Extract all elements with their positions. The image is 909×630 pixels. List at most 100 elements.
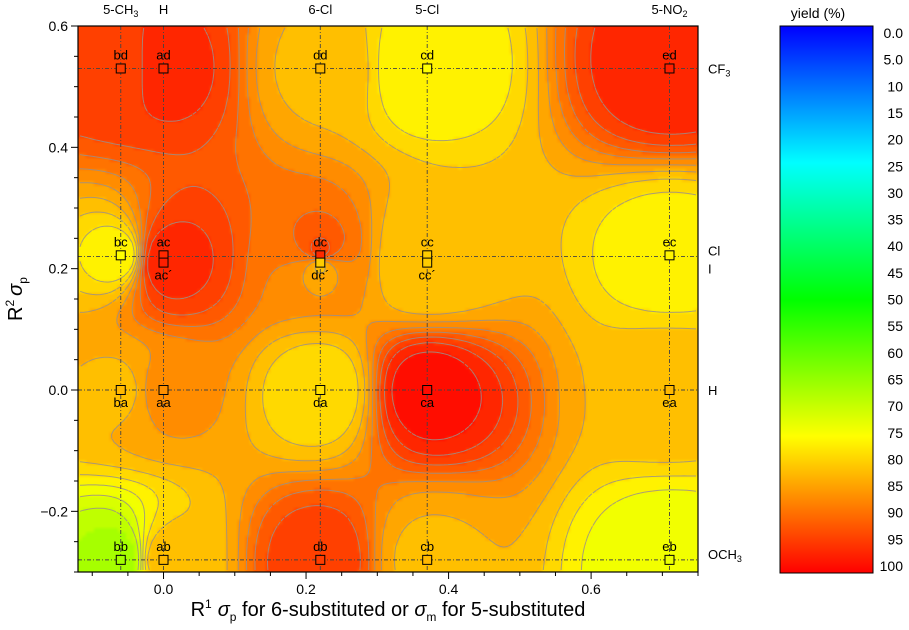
top-label: H bbox=[159, 2, 168, 17]
x-tick-label: 0.4 bbox=[439, 581, 459, 597]
heatmap-field bbox=[78, 26, 698, 572]
data-point-label: da bbox=[313, 395, 328, 410]
data-point-label: ed bbox=[662, 47, 676, 62]
colorbar-tick-label: 100 bbox=[880, 558, 904, 574]
colorbar-tick-label: 35 bbox=[887, 212, 903, 228]
x-title-sigma-m: σ bbox=[414, 599, 427, 621]
data-point-label: ca bbox=[420, 395, 435, 410]
top-label: 5-CH3 bbox=[103, 2, 138, 19]
data-point-label: cb bbox=[420, 539, 434, 554]
data-point-marker bbox=[422, 385, 433, 395]
right-label: H bbox=[708, 383, 717, 398]
data-point-marker bbox=[158, 554, 169, 565]
colorbar-title: yield (%) bbox=[791, 5, 845, 21]
contour-level bbox=[79, 27, 697, 571]
x-tick-label: 0.6 bbox=[581, 581, 601, 597]
contour-level bbox=[79, 27, 697, 571]
right-label: I bbox=[708, 262, 712, 277]
data-point-label: cd bbox=[420, 47, 434, 62]
contour-level bbox=[391, 351, 482, 441]
x-title-sub-m: m bbox=[426, 610, 436, 624]
data-point-marker bbox=[115, 385, 126, 395]
data-point-label: bd bbox=[114, 47, 128, 62]
data-point-label: ad bbox=[156, 47, 170, 62]
y-title-sub: p bbox=[16, 277, 30, 284]
colorbar-tick-label: 80 bbox=[887, 451, 903, 467]
data-point-marker bbox=[315, 385, 326, 395]
data-point-marker bbox=[422, 257, 433, 268]
top-label: 5-NO2 bbox=[651, 2, 687, 19]
y-title-sigma: σ bbox=[5, 283, 27, 296]
colorbar-tick-label: 75 bbox=[887, 425, 903, 441]
colorbar-gradient bbox=[779, 25, 874, 574]
colorbar-tick-label: 90 bbox=[887, 505, 903, 521]
data-points: bd ad dd cd ed bc ac dc cc ec ac´ dc´ cc´ ba aa da ca ea b… bbox=[114, 47, 677, 565]
x-title-end: for 5-substituted bbox=[436, 599, 585, 621]
right-label: Cl bbox=[708, 243, 720, 258]
data-point-marker bbox=[422, 63, 433, 74]
contour-level bbox=[79, 494, 142, 571]
contour-level bbox=[79, 484, 697, 571]
colorbar-tick-label: 15 bbox=[887, 105, 903, 121]
x-title-mid: for 6-substituted or bbox=[236, 599, 414, 621]
colorbar-tick-label: 60 bbox=[887, 345, 903, 361]
colorbar: yield (%) 0.0 5.0 10 15 20 25 30 35 40 45 50 55 60 65… bbox=[779, 5, 904, 574]
reference-lines bbox=[78, 26, 698, 572]
data-point-label: db bbox=[313, 539, 327, 554]
contour-level bbox=[79, 27, 697, 571]
data-point-marker bbox=[158, 385, 169, 395]
colorbar-labels: 0.0 5.0 10 15 20 25 30 35 40 45 50 55 60 65 70 75 80 85 90… bbox=[880, 25, 904, 574]
colorbar-tick-label: 25 bbox=[887, 158, 903, 174]
data-point-marker bbox=[664, 250, 675, 261]
data-point-label: dd bbox=[313, 47, 327, 62]
data-point-marker bbox=[158, 63, 169, 74]
data-point-marker bbox=[315, 554, 326, 565]
colorbar-tick-label: 95 bbox=[887, 531, 903, 547]
contour-level bbox=[79, 27, 697, 571]
contour-level bbox=[79, 27, 697, 571]
data-point-label: cc´ bbox=[419, 268, 436, 283]
x-title-sub-p: p bbox=[230, 610, 237, 624]
y-axis-title: R2 σp bbox=[3, 277, 30, 321]
top-label: 5-Cl bbox=[415, 2, 439, 17]
y-tick-label: 0.4 bbox=[49, 139, 69, 155]
x-title-prefix-sup: 1 bbox=[205, 597, 212, 611]
y-axis-ticks: −0.2 0.0 0.2 0.4 0.6 bbox=[40, 18, 78, 573]
data-point-label: ab bbox=[156, 539, 170, 554]
y-tick-label: 0.0 bbox=[49, 382, 69, 398]
contour-lines bbox=[79, 27, 697, 571]
data-point-label: dc bbox=[313, 234, 327, 249]
data-point-marker bbox=[115, 63, 126, 74]
contour-level bbox=[79, 507, 140, 571]
right-substituent-labels: CF3 Cl I H OCH3 bbox=[708, 61, 742, 563]
data-point-label: eb bbox=[662, 539, 676, 554]
data-point-label: bc bbox=[114, 234, 128, 249]
data-point-label: ac´ bbox=[154, 268, 172, 283]
colorbar-tick-label: 55 bbox=[887, 318, 903, 334]
contour-level bbox=[141, 27, 697, 456]
y-tick-label: 0.6 bbox=[49, 18, 69, 34]
data-point-marker bbox=[664, 385, 675, 395]
data-point-marker bbox=[115, 554, 126, 565]
data-point-marker bbox=[664, 63, 675, 74]
colorbar-tick-label: 50 bbox=[887, 292, 903, 308]
y-title-base: R bbox=[5, 306, 27, 320]
x-axis-title: R1 σp for 6-substituted or σm for 5-subst… bbox=[191, 597, 586, 624]
colorbar-tick-label: 70 bbox=[887, 398, 903, 414]
x-tick-label: 0.0 bbox=[154, 581, 174, 597]
colorbar-tick-label: 40 bbox=[887, 238, 903, 254]
colorbar-tick-label: 20 bbox=[887, 132, 903, 148]
data-point-marker bbox=[315, 63, 326, 74]
x-title-prefix: R bbox=[191, 599, 205, 621]
data-point-marker bbox=[422, 554, 433, 565]
x-axis-ticks: 0.0 0.2 0.4 0.6 bbox=[91, 572, 699, 597]
colorbar-tick-label: 85 bbox=[887, 478, 903, 494]
x-title-sigma-p: σ bbox=[218, 599, 231, 621]
data-point-label: bb bbox=[114, 539, 128, 554]
colorbar-tick-label: 45 bbox=[887, 265, 903, 281]
data-point-label: ba bbox=[114, 395, 129, 410]
data-point-marker bbox=[115, 250, 126, 261]
y-tick-label: 0.2 bbox=[49, 261, 69, 277]
data-point-label: cc bbox=[421, 234, 435, 249]
colorbar-tick-label: 0.0 bbox=[884, 25, 904, 41]
